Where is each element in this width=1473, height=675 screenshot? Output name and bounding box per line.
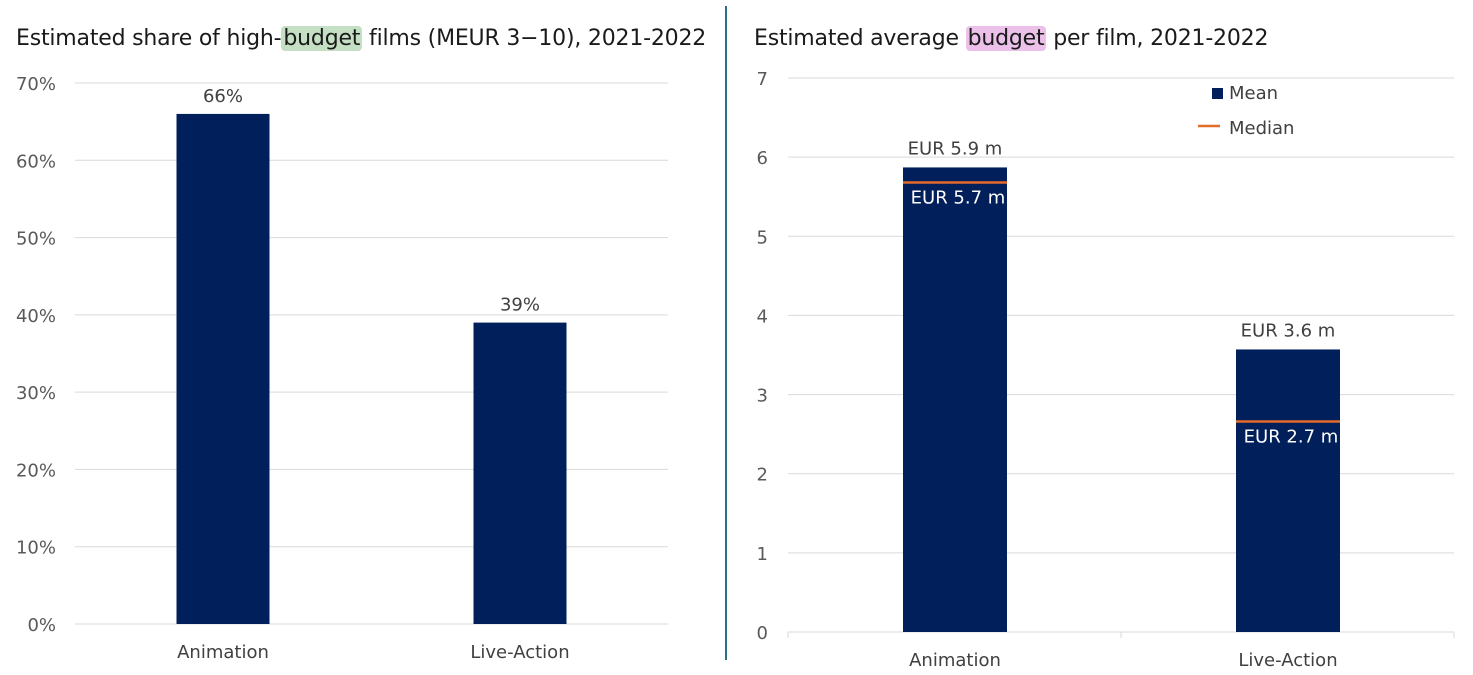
title-right-post: per film, 2021-2022 xyxy=(1046,26,1269,51)
right-ytick-label: 2 xyxy=(757,465,768,486)
left-ytick-label: 60% xyxy=(16,151,56,172)
left-category-label: Animation xyxy=(177,642,269,663)
legend-mean-label: Mean xyxy=(1229,83,1278,104)
title-left-highlight: budget xyxy=(281,26,363,51)
left-category-label: Live-Action xyxy=(470,642,569,663)
right-ytick-label: 6 xyxy=(757,148,768,169)
left-ytick-label: 50% xyxy=(16,229,56,250)
left-ytick-label: 10% xyxy=(16,538,56,559)
bar-live-action xyxy=(473,322,567,624)
right-ytick-label: 1 xyxy=(757,544,768,565)
legend-mean-swatch xyxy=(1212,88,1223,99)
panel-divider xyxy=(725,6,727,660)
bar-chart-high-budget-share: 0% 10% 20% 30% 40% 50% 60% 70% Animation Live-Act… xyxy=(16,74,668,663)
chart-title-left: Estimated share of high-budget films (ME… xyxy=(16,26,706,51)
right-category-label: Live-Action xyxy=(1238,650,1337,671)
left-ytick-label: 40% xyxy=(16,306,56,327)
title-left-pre: Estimated share of high- xyxy=(16,26,282,51)
title-right-highlight: budget xyxy=(965,26,1047,51)
title-left-post: films (MEUR 3−10), 2021-2022 xyxy=(362,26,707,51)
right-category-label: Animation xyxy=(909,650,1001,671)
legend-median-label: Median xyxy=(1229,118,1294,139)
median-data-label: EUR 5.7 m xyxy=(911,187,1006,208)
right-ytick-label: 7 xyxy=(757,69,768,90)
data-label: 39% xyxy=(500,295,540,316)
mean-bar-animation xyxy=(903,167,1007,632)
right-ytick-label: 3 xyxy=(757,386,768,407)
right-ytick-label: 0 xyxy=(757,623,768,644)
title-right-pre: Estimated average xyxy=(754,26,966,51)
bar-animation xyxy=(176,113,270,625)
chart-title-right: Estimated average budget per film, 2021-… xyxy=(754,26,1268,51)
mean-data-label: EUR 3.6 m xyxy=(1241,320,1336,341)
right-ytick-label: 5 xyxy=(757,227,768,248)
median-data-label: EUR 2.7 m xyxy=(1244,426,1339,447)
data-label: 66% xyxy=(203,86,243,107)
left-ytick-label: 20% xyxy=(16,460,56,481)
left-ytick-label: 30% xyxy=(16,383,56,404)
left-ytick-label: 70% xyxy=(16,74,56,95)
right-ytick-label: 4 xyxy=(757,306,768,327)
mean-bar-live-action xyxy=(1236,349,1340,632)
left-ytick-label: 0% xyxy=(27,615,56,636)
mean-data-label: EUR 5.9 m xyxy=(908,138,1003,159)
